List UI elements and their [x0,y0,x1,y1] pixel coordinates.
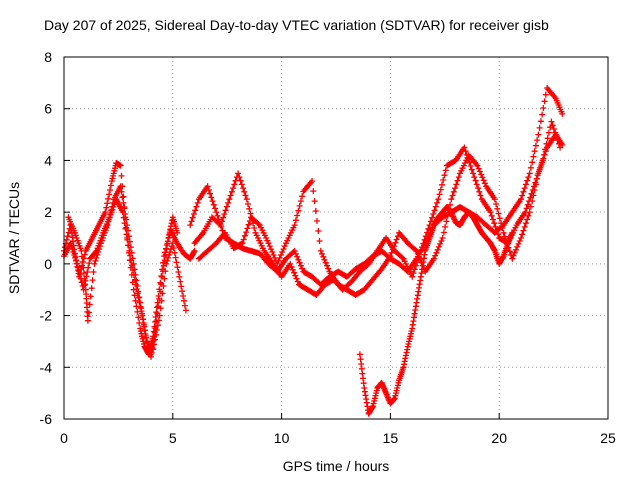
y-tick-label: -2 [40,308,53,324]
y-tick-label: 8 [44,49,52,65]
y-axis-ticks: -6 -4 -2 0 2 4 6 8 [40,49,70,427]
x-tick-label: 25 [600,430,616,446]
series-trace-c [65,183,189,353]
y-tick-label: -4 [40,359,53,375]
data-point-markers [191,118,564,298]
plot-frame [63,56,609,420]
data-point-markers [195,131,566,298]
data-point-markers [356,204,516,417]
y-tick-label: 0 [44,256,52,272]
x-tick-label: 5 [169,430,177,446]
chart-title: Day 207 of 2025, Sidereal Day-to-day VTE… [44,17,549,33]
y-tick-label: 2 [44,204,52,220]
x-axis-label: GPS time / hours [283,458,390,474]
y-tick-label: 6 [44,101,52,117]
y-axis-label: SDTVAR / TECUs [6,182,22,294]
data-point-markers [65,183,189,353]
x-tick-label: 20 [491,430,507,446]
series-trace-g [356,204,516,417]
series-trace-e [191,118,564,298]
grid-lines [64,57,608,419]
plot-area [61,85,566,417]
series-trace-f [195,131,566,298]
y-tick-label: 4 [44,152,52,168]
y-tick-label: -6 [40,411,53,427]
x-tick-label: 10 [274,430,290,446]
x-axis-ticks: 0 5 10 15 20 25 [60,413,616,446]
x-tick-label: 0 [60,430,68,446]
x-tick-label: 15 [383,430,399,446]
